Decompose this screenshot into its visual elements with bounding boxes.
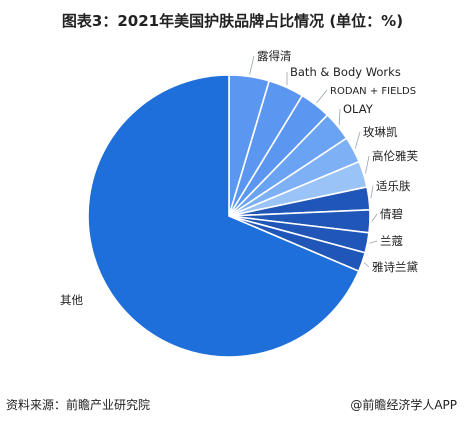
slice-labels: 露得清 Bath & Body Works RODAN + FIELDS OLAY 玫琳… bbox=[60, 49, 418, 307]
leader-line-4 bbox=[354, 131, 361, 149]
leader-line-6 bbox=[370, 185, 374, 199]
slice-label-8: 兰蔻 bbox=[380, 234, 403, 248]
slice-label-6: 适乐肤 bbox=[376, 179, 411, 193]
leader-line-5 bbox=[365, 155, 370, 174]
slice-label-9: 雅诗兰黛 bbox=[372, 260, 418, 274]
source-note: 资料来源：前瞻产业研究院 bbox=[6, 398, 151, 412]
leader-line-7 bbox=[371, 213, 378, 222]
slice-label-2: RODAN + FIELDS bbox=[330, 86, 416, 97]
leader-line-2 bbox=[316, 89, 328, 104]
leader-line-0 bbox=[249, 55, 255, 75]
slice-label-10: 其他 bbox=[60, 293, 83, 307]
slice-label-3: OLAY bbox=[343, 102, 374, 116]
pie-slice-10 bbox=[87, 74, 360, 358]
slice-label-1: Bath & Body Works bbox=[290, 65, 401, 79]
chart-title: 图表3：2021年美国护肤品牌占比情况 (单位：%) bbox=[61, 12, 404, 30]
slice-label-7: 倩碧 bbox=[380, 207, 403, 221]
leader-line-3 bbox=[338, 108, 341, 125]
leader-lines bbox=[249, 55, 378, 268]
slice-label-5: 高伦雅芙 bbox=[372, 149, 418, 163]
brand-credit: @前瞻经济学人APP bbox=[350, 398, 457, 412]
slice-label-4: 玫琳凯 bbox=[363, 125, 398, 139]
slice-label-0: 露得清 bbox=[257, 49, 292, 63]
leader-line-8 bbox=[369, 240, 378, 244]
pie-slices bbox=[87, 74, 371, 358]
leader-line-9 bbox=[363, 262, 370, 268]
